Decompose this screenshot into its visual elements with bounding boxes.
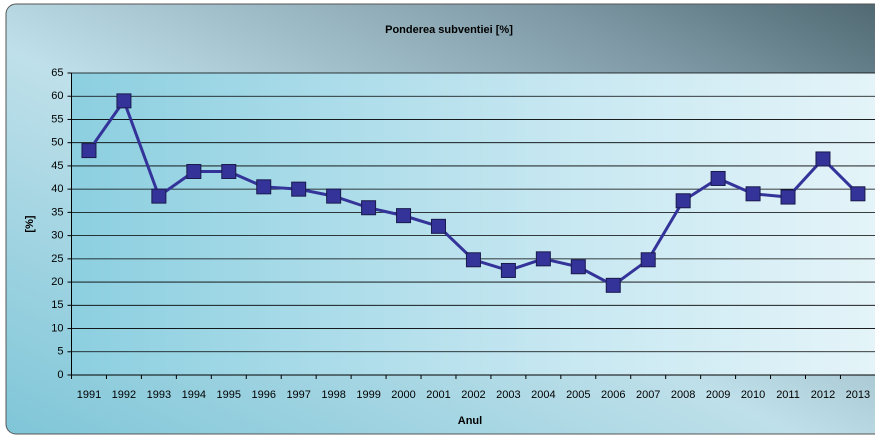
x-tick-label: 1991 [77,389,101,401]
x-tick-label: 2002 [461,389,485,401]
marker [431,219,445,233]
x-tick-label: 2004 [531,389,555,401]
x-tick-label: 2013 [846,389,870,401]
plot-area [72,73,875,375]
x-tick-label: 1993 [147,389,171,401]
marker [187,164,201,178]
x-tick-label: 2000 [391,389,415,401]
x-tick-label: 2010 [741,389,765,401]
x-tick-label: 1997 [286,389,310,401]
y-tick-label: 45 [51,160,63,172]
marker [676,194,690,208]
x-tick-label: 2011 [776,389,800,401]
y-tick-label: 15 [51,299,63,311]
marker [82,144,96,158]
x-tick-label: 1992 [112,389,136,401]
marker [397,209,411,223]
marker [641,253,655,267]
marker [816,152,830,166]
marker [536,252,550,266]
x-tick-label: 1996 [251,389,275,401]
marker [117,94,131,108]
x-tick-label: 2006 [601,389,625,401]
x-tick-label: 2009 [706,389,730,401]
y-tick-label: 20 [51,276,63,288]
marker [257,180,271,194]
marker [711,171,725,185]
y-tick-label: 60 [51,90,63,102]
y-tick-label: 10 [51,322,63,334]
x-tick-label: 1995 [217,389,241,401]
x-tick-label: 2008 [671,389,695,401]
x-tick-label: 1998 [321,389,345,401]
marker [781,190,795,204]
x-tick-label: 2005 [566,389,590,401]
y-tick-label: 30 [51,230,63,242]
y-tick-label: 35 [51,206,63,218]
marker [501,263,515,277]
y-tick-label: 65 [51,67,63,79]
marker [571,260,585,274]
y-tick-label: 50 [51,137,63,149]
marker [362,201,376,215]
marker [327,189,341,203]
y-tick-label: 5 [57,346,63,358]
x-tick-label: 2001 [426,389,450,401]
marker [851,187,865,201]
y-tick-label: 40 [51,183,63,195]
x-tick-label: 1999 [356,389,380,401]
marker [222,164,236,178]
marker [746,187,760,201]
chart-title: Ponderea subventiei [%] [385,24,513,36]
y-tick-label: 0 [57,369,63,381]
x-tick-label: 2003 [496,389,520,401]
marker [292,182,306,196]
y-axis-title: [%] [24,215,36,232]
x-tick-label: 1994 [182,389,206,401]
x-axis-title: Anul [458,415,482,427]
y-tick-label: 55 [51,113,63,125]
marker [606,278,620,292]
marker [152,189,166,203]
marker [466,253,480,267]
y-tick-label: 25 [51,253,63,265]
x-tick-label: 2012 [811,389,835,401]
x-tick-label: 2007 [636,389,660,401]
